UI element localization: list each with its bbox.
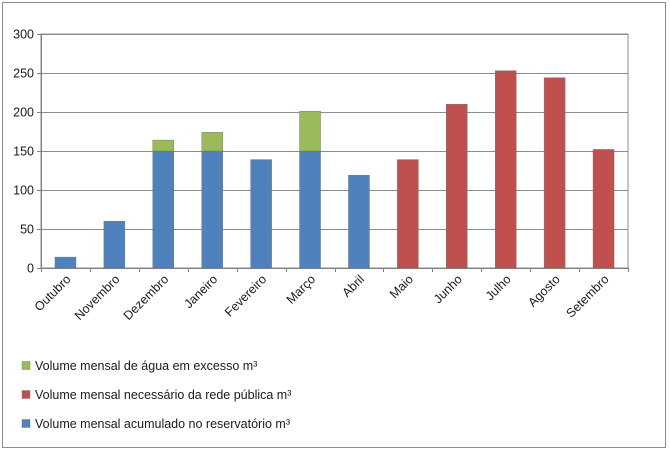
x-tick-label: Julho xyxy=(483,272,514,303)
x-tick-label: Agosto xyxy=(525,272,562,309)
legend-label: Volume mensal acumulado no reservatório … xyxy=(35,417,290,431)
bar-segment-1-11 xyxy=(592,149,615,269)
bar-segment-1-8 xyxy=(446,103,468,269)
y-tick-label: 200 xyxy=(13,106,34,120)
axes xyxy=(37,34,629,272)
x-tick-label: Dezembro xyxy=(121,272,172,323)
bars xyxy=(54,70,615,269)
bar-segment-0-3 xyxy=(201,150,223,269)
bar-segment-2-3 xyxy=(201,132,223,152)
bar-segment-1-10 xyxy=(543,77,566,269)
y-tick-label: 250 xyxy=(13,67,34,81)
bar-segment-1-9 xyxy=(495,70,517,269)
x-tick-label: Setembro xyxy=(563,272,611,320)
bar-segment-1-7 xyxy=(397,159,419,269)
y-tick-label: 300 xyxy=(13,28,34,42)
bar-segment-0-2 xyxy=(152,150,174,269)
gridlines xyxy=(40,33,629,269)
y-tick-label: 0 xyxy=(27,262,34,276)
legend-swatch xyxy=(21,419,31,428)
y-tick-labels: 0 50 100 150 200 250 300 xyxy=(13,28,34,276)
y-tick-label: 150 xyxy=(13,145,34,159)
x-tick-label: Março xyxy=(284,272,318,306)
bar-segment-0-0 xyxy=(54,256,77,269)
y-tick-label: 100 xyxy=(13,184,34,198)
bar-segment-0-1 xyxy=(103,220,126,269)
x-tick-label: Junho xyxy=(431,272,465,306)
bar-segment-0-4 xyxy=(250,159,272,269)
bar-segment-0-6 xyxy=(348,174,370,269)
legend: Volume mensal de água em excesso m³ Volum… xyxy=(21,359,291,431)
legend-label: Volume mensal de água em excesso m³ xyxy=(35,359,257,373)
x-tick-label: Outubro xyxy=(32,272,74,314)
legend-swatch xyxy=(21,390,31,399)
bar-segment-2-2 xyxy=(152,139,174,152)
x-tick-label: Novembro xyxy=(72,272,123,323)
legend-label: Volume mensal necessário da rede pública… xyxy=(35,388,291,402)
x-tick-label: Fevereiro xyxy=(222,272,269,319)
x-tick-label: Maio xyxy=(387,272,416,301)
x-tick-label: Abril xyxy=(339,272,367,300)
bar-segment-0-5 xyxy=(299,150,321,269)
x-tick-label: Janeiro xyxy=(181,272,220,311)
y-tick-label: 50 xyxy=(20,223,34,237)
bar-segment-2-5 xyxy=(299,111,321,152)
legend-swatch xyxy=(21,361,31,370)
